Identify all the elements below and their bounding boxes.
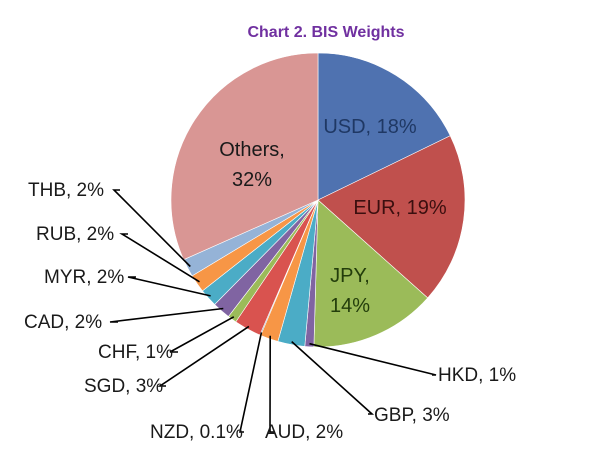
slice-label-eur: EUR, 19%	[353, 197, 447, 219]
slice-label-aud: AUD, 2%	[265, 422, 343, 443]
leader-line-gbp	[291, 341, 375, 415]
slice-label-usd: USD, 18%	[323, 116, 417, 138]
slice-label-nzd: NZD, 0.1%	[150, 422, 243, 443]
leader-lines	[109, 189, 437, 433]
leader-line-sgd	[157, 325, 250, 387]
leader-line-aud	[269, 335, 274, 433]
slice-label-jpy: JPY, 14%	[330, 265, 370, 317]
leader-line-hkd	[309, 342, 437, 376]
slice-label-others: Others, 32%	[219, 139, 285, 191]
leader-line-chf	[169, 316, 235, 353]
slice-label-sgd: SGD, 3%	[84, 376, 163, 397]
pie-slice-eur	[317, 135, 466, 299]
leader-line-rub	[119, 233, 200, 283]
pie-slice-usd	[317, 52, 451, 201]
slice-label-chf: CHF, 1%	[98, 342, 173, 363]
slice-label-hkd: HKD, 1%	[438, 365, 516, 386]
leader-line-thb	[112, 189, 191, 268]
slice-label-gbp: GBP, 3%	[374, 405, 450, 426]
chart-title: Chart 2. BIS Weights	[247, 24, 404, 41]
pie-slice-others	[170, 52, 319, 261]
slice-label-rub: RUB, 2%	[36, 224, 114, 245]
slice-label-myr: MYR, 2%	[44, 267, 124, 288]
slice-label-cad: CAD, 2%	[24, 312, 102, 333]
slice-labels: USD, 18% EUR, 19% JPY, 14% HKD, 1% GBP, 3% AUD…	[24, 116, 516, 443]
leader-line-myr	[127, 276, 211, 297]
pie-slices	[170, 52, 466, 348]
slice-label-thb: THB, 2%	[28, 180, 104, 201]
leader-line-nzd	[239, 332, 263, 433]
leader-line-cad	[109, 307, 224, 323]
